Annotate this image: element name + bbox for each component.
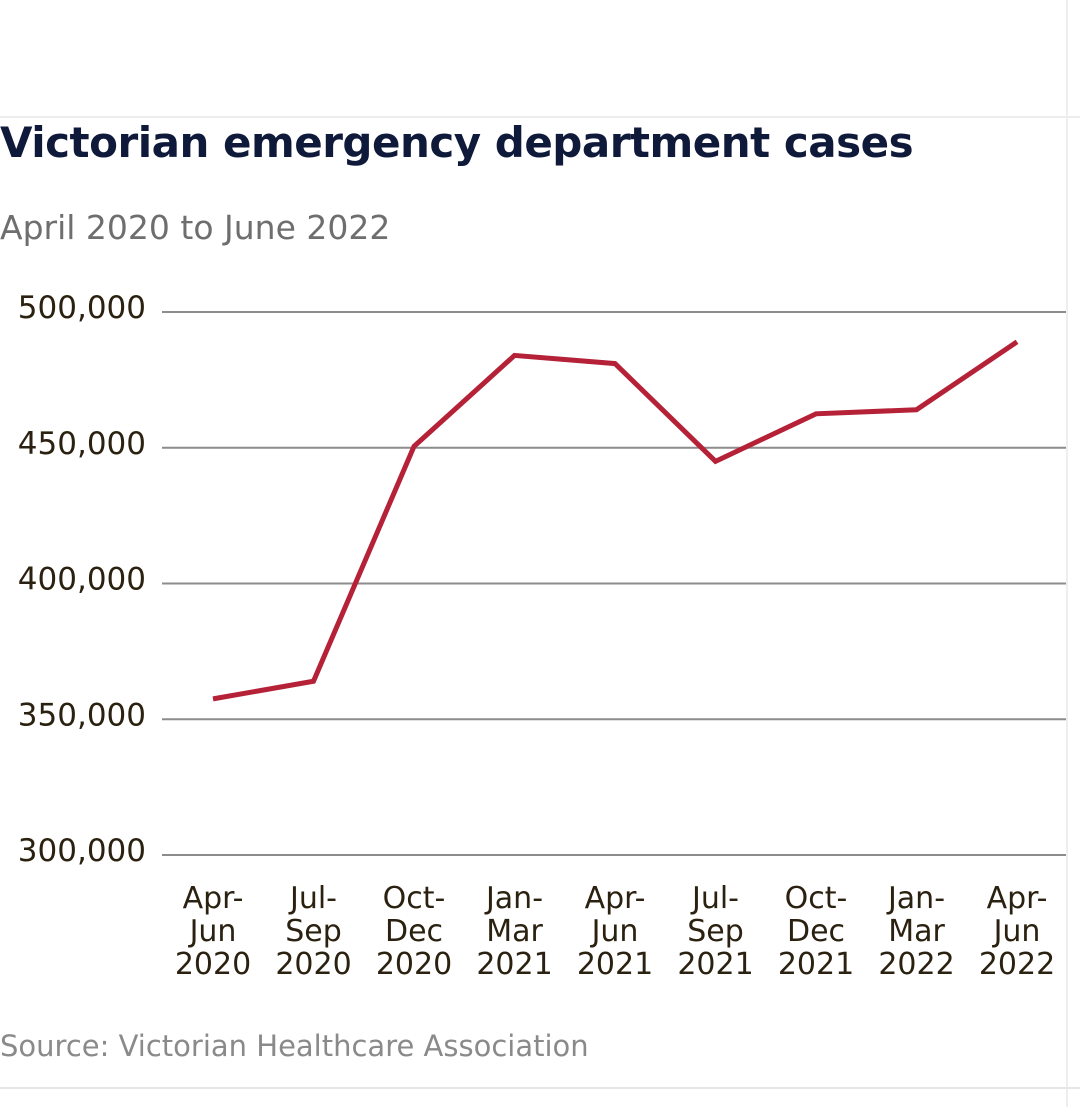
y-tick-label-350000: 350,000 <box>18 697 146 733</box>
x-tick-label-8: Apr-Jun 2022 <box>979 881 1055 982</box>
x-tick-label-5: Jul-Sep 2021 <box>677 881 753 982</box>
x-tick-label-2: Oct-Dec 2020 <box>376 881 452 982</box>
gridlines <box>162 311 1066 856</box>
y-axis-tick-labels: 500,000 450,000 400,000 350,000 300,000 <box>18 290 146 869</box>
series-layer <box>212 339 1019 702</box>
top-divider <box>0 116 1080 118</box>
source-note: Source: Victorian Healthcare Association <box>0 1029 589 1063</box>
chart-title: Victorian emergency department cases <box>0 118 914 167</box>
right-divider <box>1066 0 1068 1107</box>
x-tick-label-0: Apr-Jun 2020 <box>175 881 251 982</box>
x-tick-label-4: Apr-Jun 2021 <box>577 881 653 982</box>
y-tick-label-400000: 400,000 <box>18 562 146 598</box>
chart-subtitle: April 2020 to June 2022 <box>0 208 391 247</box>
bottom-divider <box>0 1087 1080 1089</box>
y-tick-label-300000: 300,000 <box>18 833 146 869</box>
x-tick-label-3: Jan-Mar 2021 <box>476 881 552 982</box>
x-tick-label-7: Jan-Mar 2022 <box>878 881 954 982</box>
y-tick-label-500000: 500,000 <box>18 290 146 326</box>
y-tick-label-450000: 450,000 <box>18 426 146 462</box>
x-tick-label-1: Jul-Sep 2020 <box>275 881 351 982</box>
x-axis-tick-labels: Apr-Jun 2020 Jul-Sep 2020 Oct-Dec 2020 Jan-Mar… <box>175 881 1055 982</box>
series-line-0 <box>212 339 1019 702</box>
x-tick-label-6: Oct-Dec 2021 <box>778 881 854 982</box>
